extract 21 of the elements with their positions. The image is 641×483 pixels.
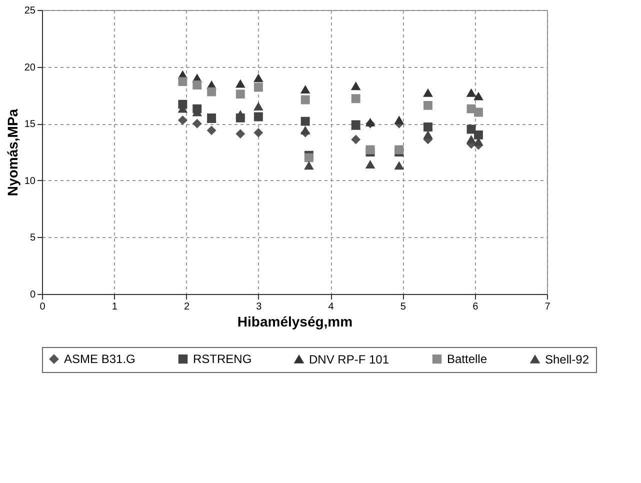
- y-tick-label: 10: [24, 176, 36, 187]
- y-tick-label: 0: [30, 290, 36, 300]
- y-tick-label: 5: [30, 232, 36, 244]
- legend-label: Battelle: [447, 352, 488, 366]
- x-tick-label: 6: [472, 302, 479, 312]
- x-tick-label: 5: [400, 302, 406, 312]
- x-tick-label: 4: [328, 302, 334, 312]
- legend-label: DNV RP-F 101: [309, 352, 390, 366]
- y-tick-label: 15: [24, 119, 36, 130]
- legend-label: ASME B31.G: [64, 352, 136, 366]
- y-tick-label: 20: [24, 62, 36, 74]
- y-axis-title: Nyomás,MPa: [4, 108, 20, 196]
- x-axis-title: Hibamélység,mm: [237, 314, 353, 330]
- legend-label: RSTRENG: [193, 352, 252, 366]
- x-tick-label: 3: [256, 302, 262, 312]
- x-tick-label: 0: [40, 302, 46, 312]
- x-tick-label: 2: [184, 302, 190, 312]
- x-tick-label: 1: [112, 302, 118, 312]
- legend-label: Shell-92: [545, 352, 590, 366]
- x-tick-label: 7: [544, 302, 551, 312]
- y-tick-label: 25: [24, 6, 36, 16]
